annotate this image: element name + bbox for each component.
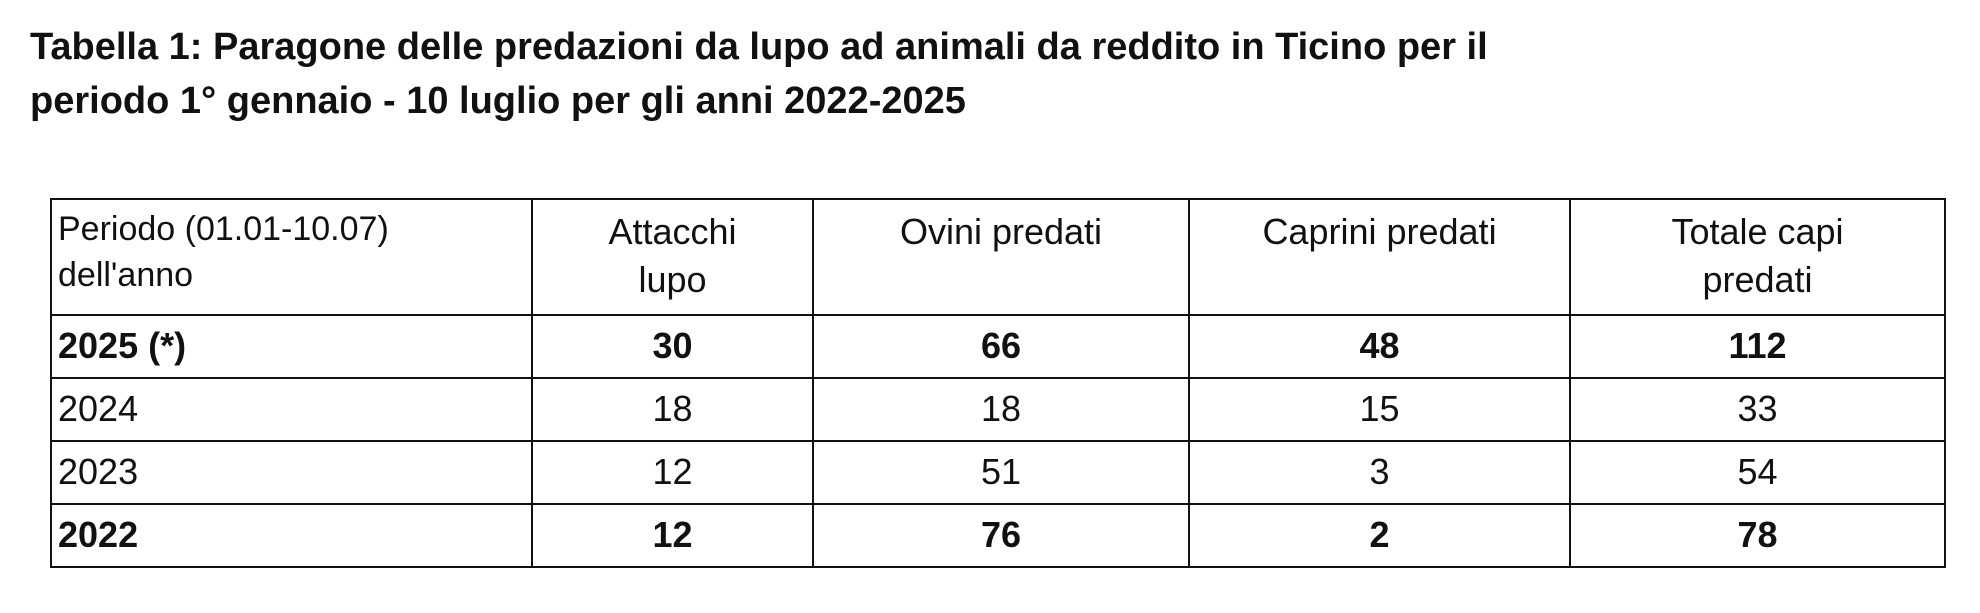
header-row: Periodo (01.01-10.07) dell'anno Attacchi… xyxy=(50,198,1946,316)
header-total-killed-line-2: predati xyxy=(1702,259,1813,300)
cell-total-killed: 112 xyxy=(1569,314,1946,379)
table-header: Periodo (01.01-10.07) dell'anno Attacchi… xyxy=(50,198,1946,316)
header-total-killed-line-1: Totale capi xyxy=(1671,211,1844,252)
cell-sheep-killed: 18 xyxy=(812,377,1190,442)
table-caption-line-2: periodo 1° gennaio - 10 luglio per gli a… xyxy=(30,80,966,122)
cell-total-killed: 54 xyxy=(1569,440,1946,505)
cell-goats-killed: 15 xyxy=(1188,377,1571,442)
table-caption: Tabella 1: Paragone delle predazioni da … xyxy=(30,20,1950,128)
header-wolf-attacks-line-1: Attacchi xyxy=(608,211,737,252)
table-row: 2025 (*) 30 66 48 112 xyxy=(50,314,1946,379)
header-wolf-attacks-line-2: lupo xyxy=(638,259,707,300)
header-period-line-2: dell'anno xyxy=(58,256,194,294)
cell-total-killed: 78 xyxy=(1569,503,1946,568)
cell-sheep-killed: 76 xyxy=(812,503,1190,568)
table-body: 2025 (*) 30 66 48 112 2024 18 18 15 33 2… xyxy=(50,314,1946,568)
cell-wolf-attacks: 12 xyxy=(531,440,814,505)
cell-wolf-attacks: 30 xyxy=(531,314,814,379)
cell-period: 2023 xyxy=(50,440,533,505)
header-period: Periodo (01.01-10.07) dell'anno xyxy=(50,198,533,316)
header-wolf-attacks: Attacchi lupo xyxy=(531,198,814,316)
header-sheep-killed-line-1: Ovini predati xyxy=(899,211,1103,252)
cell-goats-killed: 48 xyxy=(1188,314,1571,379)
cell-period: 2022 xyxy=(50,503,533,568)
cell-goats-killed: 3 xyxy=(1188,440,1571,505)
table-row: 2023 12 51 3 54 xyxy=(50,440,1946,505)
table-row: 2022 12 76 2 78 xyxy=(50,503,1946,568)
table-caption-line-1: Tabella 1: Paragone delle predazioni da … xyxy=(30,26,1488,68)
header-period-line-1: Periodo (01.01-10.07) xyxy=(58,210,389,248)
cell-sheep-killed: 51 xyxy=(812,440,1190,505)
cell-wolf-attacks: 12 xyxy=(531,503,814,568)
header-goats-killed: Caprini predati xyxy=(1188,198,1571,316)
wolf-predation-table: Periodo (01.01-10.07) dell'anno Attacchi… xyxy=(50,198,1946,568)
cell-goats-killed: 2 xyxy=(1188,503,1571,568)
header-total-killed: Totale capi predati xyxy=(1569,198,1946,316)
cell-sheep-killed: 66 xyxy=(812,314,1190,379)
table-row: 2024 18 18 15 33 xyxy=(50,377,1946,442)
header-goats-killed-line-1: Caprini predati xyxy=(1262,211,1497,252)
cell-wolf-attacks: 18 xyxy=(531,377,814,442)
cell-total-killed: 33 xyxy=(1569,377,1946,442)
cell-period: 2025 (*) xyxy=(50,314,533,379)
cell-period: 2024 xyxy=(50,377,533,442)
header-sheep-killed: Ovini predati xyxy=(812,198,1190,316)
